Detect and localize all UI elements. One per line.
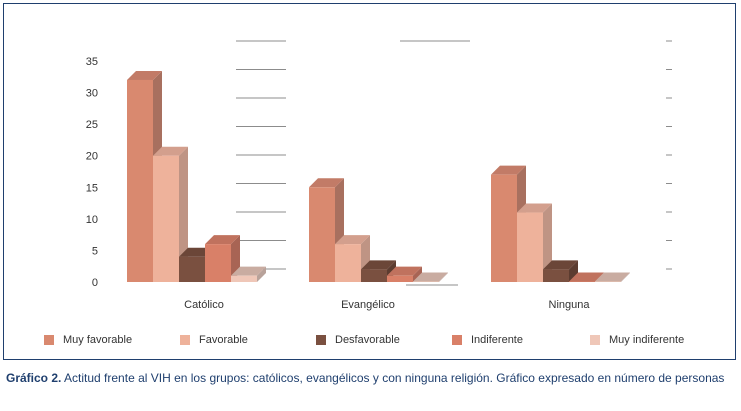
legend-swatch	[316, 335, 326, 345]
bar	[231, 266, 266, 282]
y-tick-label: 10	[86, 214, 98, 226]
y-tick-label: 25	[86, 119, 98, 131]
y-tick-label: 0	[92, 277, 98, 289]
caption-text: Actitud frente al VIH en los grupos: cat…	[64, 371, 725, 385]
legend-label: Desfavorable	[335, 334, 400, 346]
category-label: Ninguna	[549, 299, 591, 311]
legend-item: Favorable	[180, 331, 248, 349]
y-tick-label: 20	[86, 151, 98, 163]
figure-caption: Gráfico 2. Actitud frente al VIH en los …	[6, 370, 736, 386]
bar-chart: 0 5 10 15 20 25 30 35 Católico Evangélico Ninguna	[86, 40, 672, 311]
figure-frame: 0 5 10 15 20 25 30 35 Católico Evangélico Ninguna…	[3, 3, 736, 360]
category-label: Católico	[184, 299, 224, 311]
legend-label: Muy indiferente	[609, 334, 685, 346]
category-label: Evangélico	[341, 299, 395, 311]
bar	[595, 272, 630, 282]
y-tick-label: 30	[86, 88, 98, 100]
y-tick-label: 35	[86, 56, 98, 68]
bar	[205, 235, 240, 282]
legend-swatch	[44, 335, 54, 345]
legend-item: Muy indiferente	[590, 331, 684, 349]
bar	[517, 203, 552, 282]
bar	[153, 146, 188, 282]
legend-swatch	[590, 335, 600, 345]
background-lines	[236, 40, 672, 286]
y-tick-label: 5	[92, 245, 98, 257]
caption-label: Gráfico 2.	[6, 371, 62, 385]
legend-item: Muy favorable	[44, 331, 132, 349]
y-axis: 0 5 10 15 20 25 30 35	[86, 56, 98, 289]
bar	[387, 266, 422, 282]
bar	[413, 272, 448, 282]
category-labels: Católico Evangélico Ninguna	[184, 299, 590, 311]
legend-label: Muy favorable	[63, 334, 133, 346]
legend-swatch	[180, 335, 190, 345]
legend: Muy favorable Favorable Desfavorable Indife…	[44, 331, 724, 349]
legend-item: Desfavorable	[316, 331, 400, 349]
y-tick-label: 15	[86, 182, 98, 194]
legend-label: Favorable	[199, 334, 248, 346]
legend-swatch	[452, 335, 462, 345]
legend-item: Indiferente	[452, 331, 523, 349]
legend-label: Indiferente	[471, 334, 523, 346]
bars	[127, 70, 630, 282]
bar	[543, 260, 578, 282]
